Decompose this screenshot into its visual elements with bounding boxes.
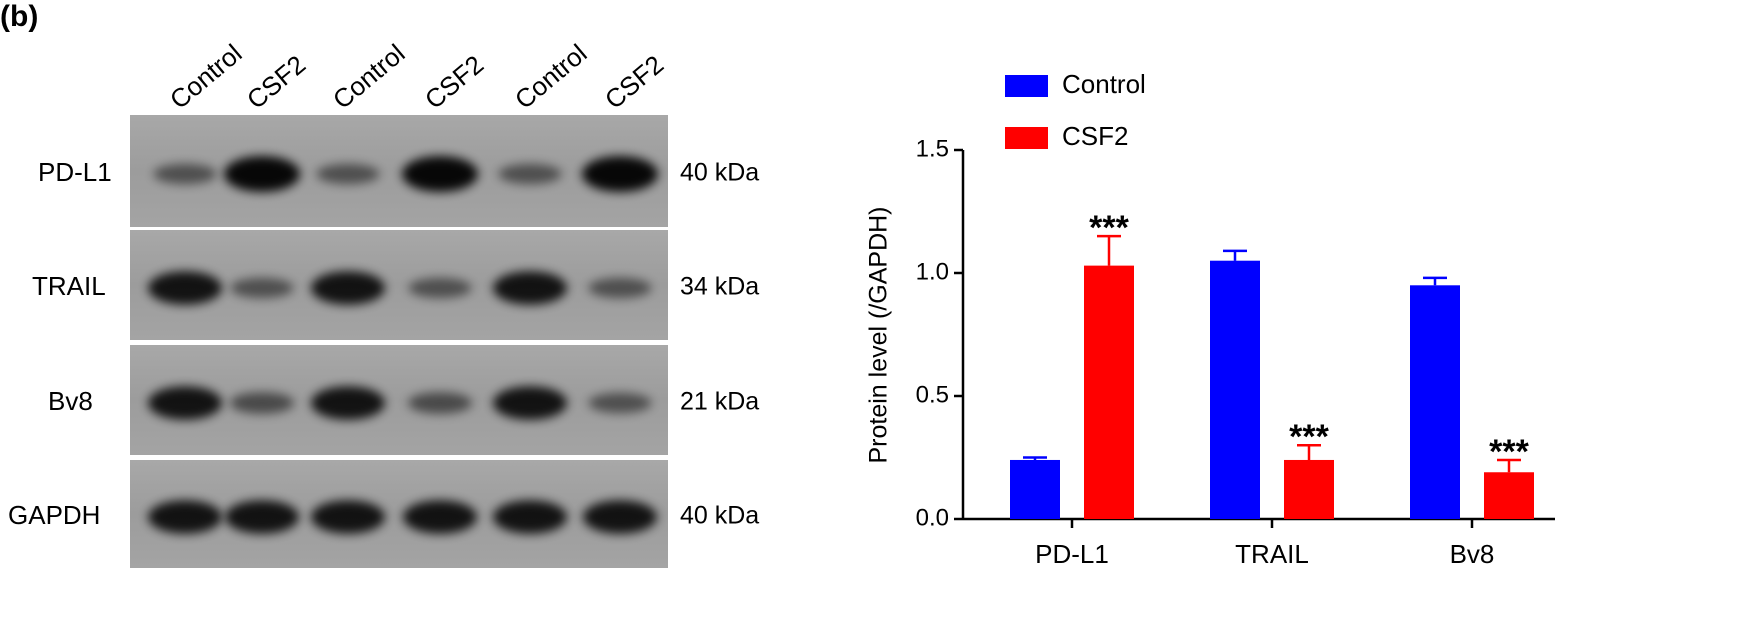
- legend-swatch: [1005, 75, 1048, 97]
- error-bar: [1023, 456, 1047, 460]
- significance-mark: ***: [1289, 418, 1329, 456]
- y-tick-label: 0.0: [916, 504, 949, 531]
- error-bar: [1423, 276, 1447, 286]
- significance-mark: ***: [1089, 209, 1129, 247]
- lane-label: Control: [509, 38, 592, 115]
- error-bar: [1297, 443, 1321, 460]
- band: [498, 163, 562, 185]
- band: [403, 500, 477, 534]
- protein-label: PD-L1: [38, 157, 112, 187]
- band: [493, 271, 567, 305]
- bar: [1010, 459, 1060, 519]
- protein-label: TRAIL: [32, 271, 106, 301]
- y-tick-label: 1.5: [916, 135, 949, 162]
- band: [582, 156, 658, 192]
- error-bar: [1097, 234, 1121, 266]
- lane-label: CSF2: [241, 49, 311, 115]
- band: [148, 271, 222, 305]
- band: [588, 392, 652, 414]
- band: [153, 163, 217, 185]
- size-label: 40 kDa: [680, 502, 759, 530]
- legend-swatch: [1005, 127, 1048, 149]
- band: [588, 277, 652, 299]
- bar-chart: Protein level (/GAPDH) 0.0 0.5 1.0 1.5 PD-L1…: [865, 69, 1555, 569]
- legend-label: Control: [1062, 69, 1146, 99]
- y-tick-label: 0.5: [916, 381, 949, 408]
- band: [230, 277, 294, 299]
- band: [408, 277, 472, 299]
- bar: [1084, 265, 1134, 519]
- x-tick-label: PD-L1: [1035, 539, 1109, 569]
- lane-label: Control: [164, 38, 247, 115]
- size-label: 34 kDa: [680, 273, 759, 301]
- band: [493, 500, 567, 534]
- band: [493, 386, 567, 420]
- lane-label: Control: [327, 38, 410, 115]
- panel-label: (b): [0, 0, 38, 33]
- protein-label: GAPDH: [8, 500, 100, 530]
- error-bar: [1497, 458, 1521, 473]
- x-tick-label: TRAIL: [1235, 539, 1309, 569]
- lane-label: CSF2: [419, 49, 489, 115]
- band: [311, 500, 385, 534]
- band: [583, 500, 657, 534]
- legend-label: CSF2: [1062, 121, 1128, 151]
- band: [311, 271, 385, 305]
- band: [311, 386, 385, 420]
- band: [148, 500, 222, 534]
- size-label: 40 kDa: [680, 159, 759, 187]
- y-axis-label: Protein level (/GAPDH): [865, 206, 893, 463]
- blot-strip: [130, 115, 668, 227]
- band: [225, 500, 299, 534]
- bar: [1410, 285, 1460, 519]
- protein-label: Bv8: [48, 386, 93, 416]
- bar: [1284, 459, 1334, 519]
- bar: [1484, 472, 1534, 519]
- lane-label: CSF2: [599, 49, 669, 115]
- band: [224, 156, 300, 192]
- band: [316, 163, 380, 185]
- x-tick-label: Bv8: [1450, 539, 1495, 569]
- bar: [1210, 260, 1260, 519]
- significance-mark: ***: [1489, 433, 1529, 471]
- band: [230, 392, 294, 414]
- size-label: 21 kDa: [680, 388, 759, 416]
- band: [402, 156, 478, 192]
- error-bar: [1223, 249, 1247, 261]
- y-tick-label: 1.0: [916, 258, 949, 285]
- band: [148, 386, 222, 420]
- band: [408, 392, 472, 414]
